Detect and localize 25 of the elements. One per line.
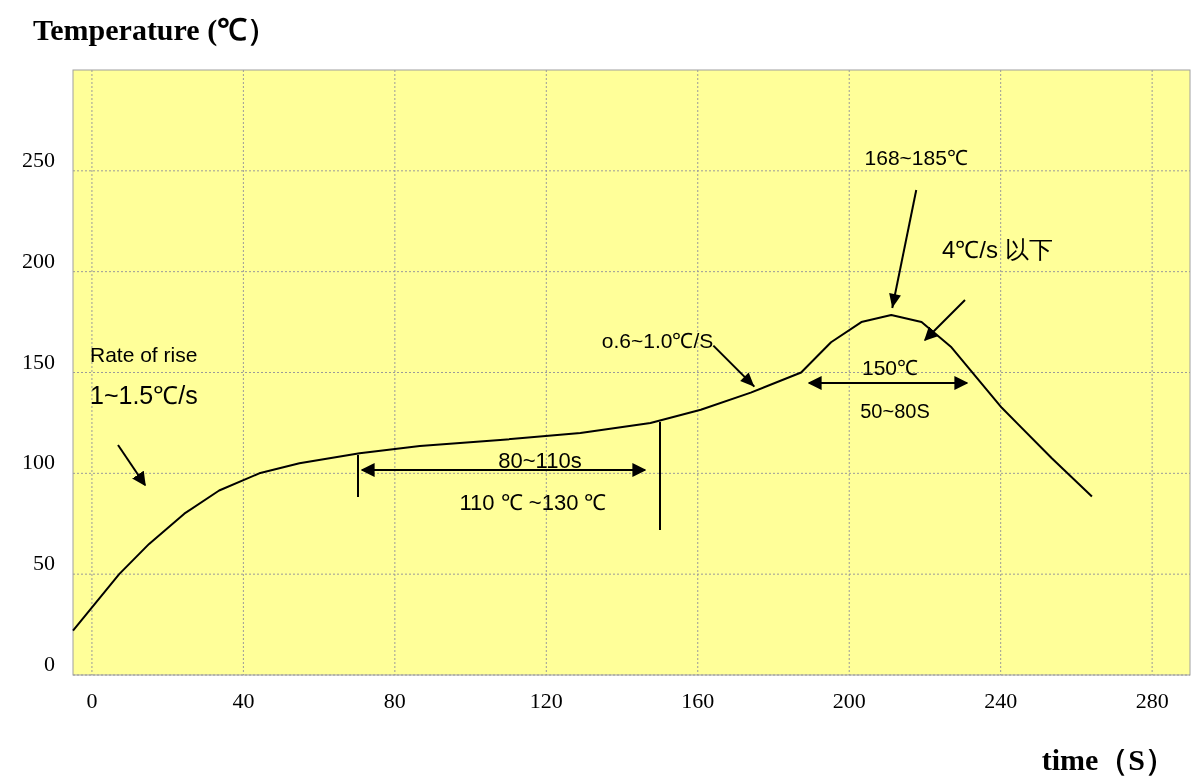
annotation: 1~1.5℃/s xyxy=(90,381,198,409)
x-tick-label: 200 xyxy=(832,688,866,713)
y-tick-label: 150 xyxy=(22,348,55,374)
x-axis-title: time（S） xyxy=(1041,743,1175,776)
annotation: 168~185℃ xyxy=(864,146,968,170)
x-tick-label: 40 xyxy=(232,688,255,713)
y-tick-label: 250 xyxy=(22,146,55,172)
x-tick-label: 280 xyxy=(1135,688,1169,713)
annotation: 80~110s xyxy=(498,448,582,473)
x-tick-label: 160 xyxy=(681,688,715,713)
x-tick-label: 120 xyxy=(529,688,563,713)
annotation: o.6~1.0℃/S xyxy=(601,328,714,352)
y-tick-label: 50 xyxy=(33,550,55,576)
x-tick-label: 80 xyxy=(383,688,406,713)
x-tick-label: 0 xyxy=(86,688,98,713)
y-tick-label: 100 xyxy=(22,449,55,475)
annotation: 50~80S xyxy=(860,400,930,422)
annotation: 150℃ xyxy=(861,356,919,379)
x-tick-label: 240 xyxy=(984,688,1018,713)
y-axis-title: Temperature (℃） xyxy=(33,13,278,47)
y-tick-label: 200 xyxy=(22,247,55,273)
annotation: 110 ℃ ~130 ℃ xyxy=(459,490,607,515)
annotation: 4℃/s 以下 xyxy=(942,236,1053,263)
y-tick-label: 0 xyxy=(44,651,55,676)
annotation: Rate of rise xyxy=(90,343,198,366)
